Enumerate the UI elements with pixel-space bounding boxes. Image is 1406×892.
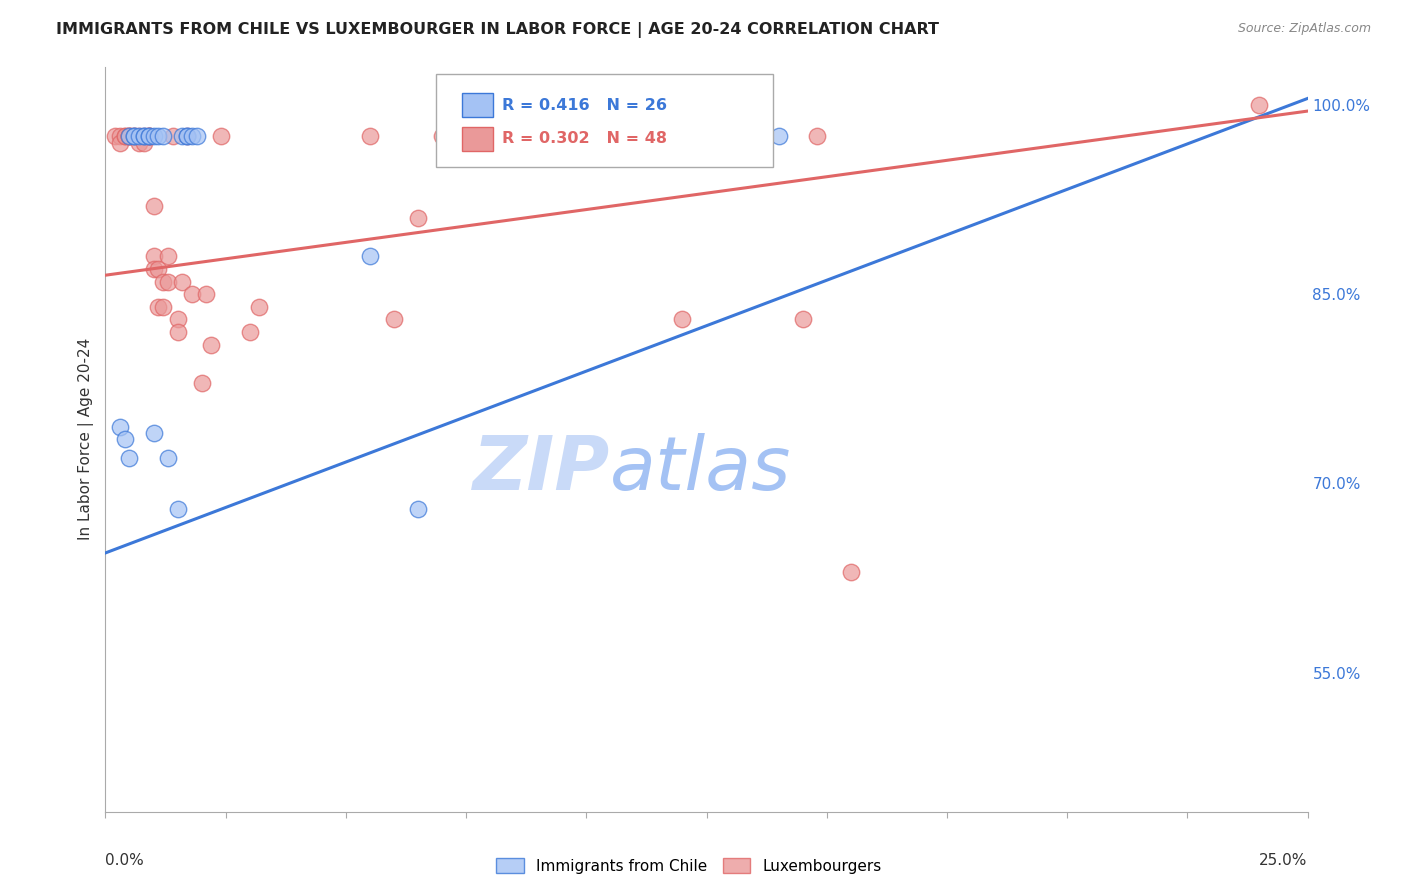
- Point: [166, 312, 188, 326]
- Point: [108, 136, 131, 150]
- Point: [806, 129, 828, 144]
- Point: [114, 129, 136, 144]
- Point: [132, 136, 155, 150]
- Point: [132, 129, 155, 144]
- Point: [118, 129, 141, 144]
- Point: [181, 129, 204, 144]
- FancyBboxPatch shape: [463, 127, 492, 151]
- Point: [156, 275, 179, 289]
- Point: [382, 312, 405, 326]
- Point: [118, 129, 141, 144]
- Point: [406, 501, 429, 516]
- Point: [142, 249, 165, 263]
- Point: [118, 129, 141, 144]
- Point: [104, 129, 127, 144]
- Point: [359, 129, 381, 144]
- Point: [359, 249, 381, 263]
- Point: [152, 300, 174, 314]
- Point: [156, 451, 179, 466]
- Point: [118, 451, 141, 466]
- Point: [176, 129, 198, 144]
- Point: [1249, 97, 1271, 112]
- Point: [124, 129, 146, 144]
- Point: [186, 129, 208, 144]
- Point: [176, 129, 198, 144]
- Point: [166, 325, 188, 339]
- Text: R = 0.416   N = 26: R = 0.416 N = 26: [502, 97, 668, 112]
- Point: [768, 129, 790, 144]
- Point: [138, 129, 160, 144]
- Point: [209, 129, 232, 144]
- Point: [118, 129, 141, 144]
- Point: [128, 136, 150, 150]
- Point: [128, 129, 150, 144]
- Y-axis label: In Labor Force | Age 20-24: In Labor Force | Age 20-24: [79, 338, 94, 541]
- Point: [839, 565, 862, 579]
- Text: 0.0%: 0.0%: [105, 853, 145, 868]
- Point: [166, 501, 188, 516]
- Text: atlas: atlas: [610, 434, 792, 505]
- Point: [247, 300, 270, 314]
- Point: [124, 129, 146, 144]
- FancyBboxPatch shape: [436, 74, 773, 168]
- Point: [647, 129, 669, 144]
- Point: [181, 287, 204, 301]
- Point: [142, 261, 165, 276]
- Point: [671, 312, 693, 326]
- Point: [176, 129, 198, 144]
- Point: [792, 312, 814, 326]
- Point: [124, 129, 146, 144]
- Point: [744, 129, 766, 144]
- Text: ZIP: ZIP: [472, 433, 610, 506]
- Text: R = 0.302   N = 48: R = 0.302 N = 48: [502, 131, 668, 146]
- Point: [152, 129, 174, 144]
- Point: [162, 129, 184, 144]
- Point: [195, 287, 218, 301]
- Point: [239, 325, 262, 339]
- Text: 25.0%: 25.0%: [1260, 853, 1308, 868]
- Point: [138, 129, 160, 144]
- Point: [142, 425, 165, 440]
- Point: [108, 129, 131, 144]
- Point: [406, 211, 429, 226]
- Point: [142, 129, 165, 144]
- Point: [148, 129, 170, 144]
- Point: [124, 129, 146, 144]
- Point: [114, 129, 136, 144]
- Point: [138, 129, 160, 144]
- Point: [148, 261, 170, 276]
- Point: [138, 129, 160, 144]
- Point: [190, 376, 212, 390]
- Point: [132, 129, 155, 144]
- Point: [138, 129, 160, 144]
- Point: [200, 337, 222, 351]
- Legend: Immigrants from Chile, Luxembourgers: Immigrants from Chile, Luxembourgers: [491, 852, 887, 880]
- Point: [156, 249, 179, 263]
- Point: [430, 129, 453, 144]
- Point: [172, 275, 194, 289]
- Point: [128, 129, 150, 144]
- Point: [148, 300, 170, 314]
- Point: [108, 419, 131, 434]
- Point: [114, 433, 136, 447]
- Point: [142, 199, 165, 213]
- Point: [152, 275, 174, 289]
- Text: IMMIGRANTS FROM CHILE VS LUXEMBOURGER IN LABOR FORCE | AGE 20-24 CORRELATION CHA: IMMIGRANTS FROM CHILE VS LUXEMBOURGER IN…: [56, 22, 939, 38]
- FancyBboxPatch shape: [463, 93, 492, 117]
- Text: Source: ZipAtlas.com: Source: ZipAtlas.com: [1237, 22, 1371, 36]
- Point: [172, 129, 194, 144]
- Point: [132, 129, 155, 144]
